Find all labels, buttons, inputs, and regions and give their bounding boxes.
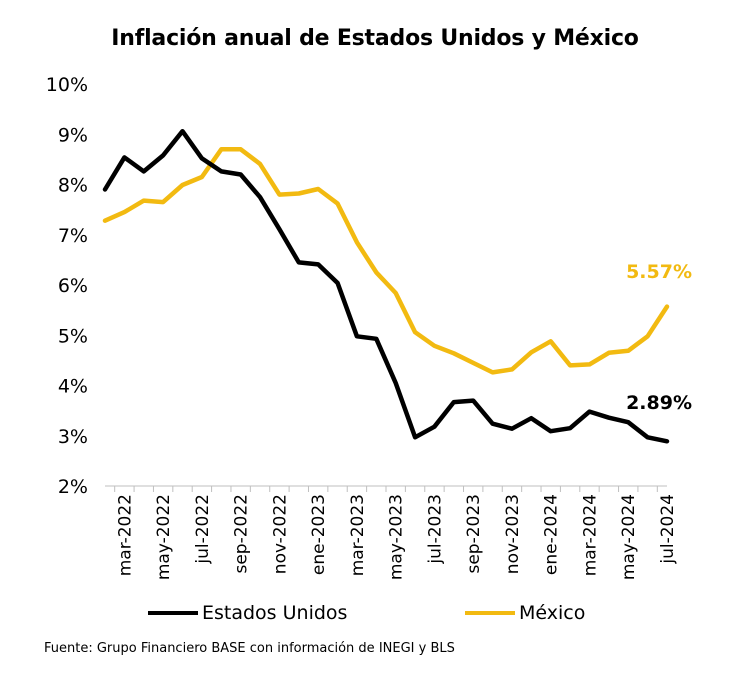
y-tick-label: 9%	[58, 124, 88, 146]
x-tick-label: sep-2022	[232, 494, 252, 574]
end-label-mexico: 5.57%	[626, 261, 692, 283]
x-tick-label: sep-2023	[464, 494, 484, 574]
end-labels: 5.57% 2.89%	[626, 261, 692, 414]
y-axis: 2% 3% 4% 5% 6% 7% 8% 9% 10%	[46, 74, 88, 498]
series-line-estados-unidos	[102, 128, 670, 444]
x-tick-label: nov-2022	[270, 494, 290, 574]
y-tick-label: 2%	[58, 476, 88, 498]
legend-swatch-estados-unidos	[148, 611, 198, 615]
y-tick-label: 5%	[58, 325, 88, 347]
x-tick-label: may-2022	[154, 494, 174, 580]
source-note: Fuente: Grupo Financiero BASE con inform…	[44, 641, 455, 656]
x-tick-label: may-2024	[619, 494, 639, 580]
legend-label-estados-unidos: Estados Unidos	[202, 602, 348, 624]
x-tick-label: mar-2023	[348, 494, 368, 576]
y-tick-label: 6%	[58, 275, 88, 297]
legend-label-mexico: México	[519, 602, 586, 624]
x-tick-label: may-2023	[387, 494, 407, 580]
series-line-mexico	[102, 147, 670, 375]
x-tick-label: ene-2023	[309, 494, 329, 575]
y-tick-label: 7%	[58, 225, 88, 247]
x-tick-label: mar-2022	[115, 494, 135, 576]
x-tick-label: jul-2024	[658, 494, 678, 565]
y-tick-label: 3%	[58, 426, 88, 448]
line-chart: 2% 3% 4% 5% 6% 7% 8% 9% 10% mar-2022 may-2022 jul-…	[46, 74, 692, 580]
x-tick-label: jul-2022	[193, 494, 213, 565]
x-tick-label: mar-2024	[580, 494, 600, 576]
chart-title: Inflación anual de Estados Unidos y Méxi…	[111, 26, 639, 51]
y-tick-label: 8%	[58, 175, 88, 197]
x-tick-label: jul-2023	[425, 494, 445, 565]
x-tick-label: nov-2023	[503, 494, 523, 574]
legend-item-mexico: México	[465, 602, 585, 624]
x-axis: mar-2022 may-2022 jul-2022 sep-2022 nov-2022…	[105, 485, 678, 580]
series-layer	[102, 128, 670, 444]
y-tick-label: 4%	[58, 376, 88, 398]
legend-item-estados-unidos: Estados Unidos	[148, 602, 347, 624]
end-label-estados-unidos: 2.89%	[626, 392, 692, 414]
legend-swatch-mexico	[465, 611, 515, 615]
x-tick-label: ene-2024	[542, 494, 562, 575]
y-tick-label: 10%	[46, 74, 88, 96]
